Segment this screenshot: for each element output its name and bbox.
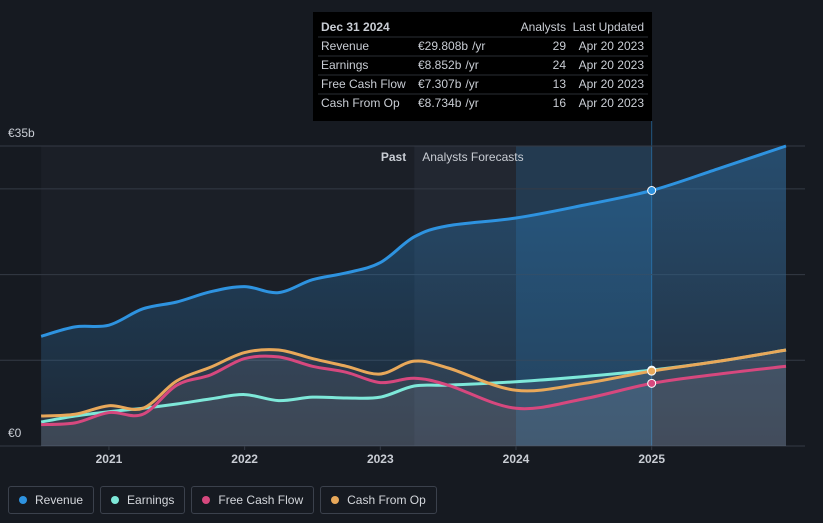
series-line [40,144,787,338]
x-tick-label: 2021 [96,452,123,466]
y-tick-label: €0 [8,426,22,440]
series-line [41,348,787,418]
legend-swatch [331,496,340,504]
tooltip-name: Earnings [321,58,368,72]
tooltip-unit: /yr [472,39,485,53]
legend-item[interactable]: Free Cash Flow [191,486,315,514]
tooltip-updated: Apr 20 2023 [579,77,645,91]
legend-label: Free Cash Flow [218,493,304,507]
tooltip-analysts: 29 [553,39,567,53]
tooltip-updated: Apr 20 2023 [579,58,645,72]
tooltip-unit: /yr [465,77,478,91]
tooltip-value: €7.307b [418,77,462,91]
hover-marker [647,378,657,388]
legend-label: Revenue [35,493,84,507]
tooltip-analysts: 16 [553,96,567,110]
tooltip-value: €8.734b [418,96,462,110]
x-tick-label: 2025 [638,452,665,466]
tooltip-name: Revenue [321,39,369,53]
series-area [41,350,787,446]
tooltip-box [313,12,652,121]
series-line [41,354,787,427]
tooltip-name: Cash From Op [321,96,400,110]
tooltip-updated: Apr 20 2023 [579,39,645,53]
forecast-label: Analysts Forecasts [422,150,523,164]
legend-swatch [202,496,211,504]
legend-swatch [111,496,120,504]
tooltip-column: Analysts [521,20,566,34]
series-area [41,349,787,446]
tooltip-title: Dec 31 2024 [321,20,390,34]
tooltip-unit: /yr [465,96,478,110]
tooltip-column: Last Updated [573,20,644,34]
legend-item[interactable]: Cash From Op [320,486,437,514]
legend-swatch [19,496,27,504]
tooltip-name: Free Cash Flow [321,77,406,91]
x-tick-label: 2023 [367,452,394,466]
tooltip-updated: Apr 20 2023 [579,96,645,110]
legend-item[interactable]: Earnings [100,486,186,514]
y-tick-label: €35b [8,126,35,140]
tooltip-unit: /yr [465,58,478,72]
hover-marker [647,366,657,376]
tooltip-analysts: 24 [553,58,567,72]
series-area [41,146,787,446]
x-tick-label: 2024 [503,452,530,466]
series-area [41,356,787,446]
x-tick-label: 2022 [231,452,258,466]
tooltip-analysts: 13 [553,77,567,91]
legend-item[interactable]: Revenue [8,486,95,514]
legend-label: Cash From Op [347,493,426,507]
hover-marker [647,186,657,196]
tooltip-value: €29.808b [418,39,468,53]
legend-label: Earnings [127,493,175,507]
past-label: Past [381,150,406,164]
tooltip-value: €8.852b [418,58,462,72]
